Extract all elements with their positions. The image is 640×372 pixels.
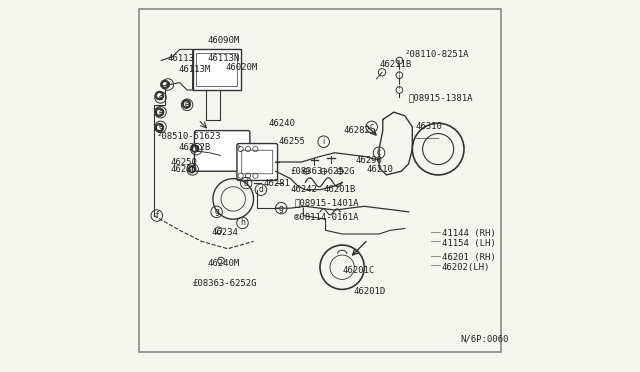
Text: 46310: 46310: [416, 122, 443, 131]
Text: ²08110-8251A: ²08110-8251A: [405, 51, 469, 60]
Text: 46210: 46210: [366, 165, 393, 174]
Text: d: d: [244, 179, 248, 187]
Text: 46362B: 46362B: [179, 143, 211, 152]
Text: 46113: 46113: [168, 54, 195, 63]
Text: 46240M: 46240M: [207, 259, 239, 268]
Text: f: f: [156, 211, 158, 220]
Text: £08363-6252G: £08363-6252G: [193, 279, 257, 288]
FancyBboxPatch shape: [195, 131, 250, 171]
Text: ²08510-51623: ²08510-51623: [157, 132, 221, 141]
Text: i: i: [323, 137, 325, 146]
Circle shape: [163, 82, 167, 87]
Circle shape: [188, 166, 196, 173]
Text: 46255: 46255: [278, 137, 305, 146]
Text: 46201B: 46201B: [324, 185, 356, 194]
Text: 41154 (LH): 41154 (LH): [442, 239, 495, 248]
Text: 46020M: 46020M: [226, 63, 258, 72]
Text: 46201D: 46201D: [353, 287, 385, 296]
Text: g: g: [279, 203, 284, 213]
Text: b: b: [194, 145, 199, 154]
Text: e: e: [166, 80, 170, 89]
Text: 46211B: 46211B: [379, 60, 412, 69]
Text: h: h: [240, 218, 245, 227]
Text: c: c: [370, 122, 374, 131]
Text: b: b: [190, 165, 195, 174]
Text: £08363-6252G: £08363-6252G: [291, 167, 355, 176]
Text: e: e: [185, 100, 189, 109]
Text: Ⓣ08915-1381A: Ⓣ08915-1381A: [408, 93, 473, 102]
Text: N/6P:0060: N/6P:0060: [460, 335, 509, 344]
Circle shape: [184, 102, 189, 106]
Text: 46234: 46234: [211, 228, 238, 237]
Text: c: c: [377, 148, 381, 157]
Text: 46113N: 46113N: [207, 54, 239, 63]
Circle shape: [155, 91, 164, 100]
Text: 46113M: 46113M: [179, 65, 211, 74]
Circle shape: [155, 123, 164, 132]
Text: g: g: [214, 207, 219, 217]
Circle shape: [157, 93, 162, 98]
Text: 46250: 46250: [170, 157, 197, 167]
Circle shape: [193, 147, 196, 151]
Text: e: e: [158, 93, 163, 102]
Text: 46201C: 46201C: [342, 266, 374, 275]
Text: ®08114-0161A: ®08114-0161A: [294, 213, 358, 222]
Circle shape: [182, 100, 191, 109]
Text: d: d: [259, 185, 264, 194]
Text: 46281: 46281: [264, 179, 291, 187]
Text: 46201 (RH): 46201 (RH): [442, 253, 495, 263]
Circle shape: [155, 108, 164, 116]
Text: 46290: 46290: [355, 155, 382, 165]
FancyBboxPatch shape: [237, 144, 278, 180]
Text: Ⓣ08915-1401A: Ⓣ08915-1401A: [294, 198, 358, 207]
Text: 46202(LH): 46202(LH): [442, 263, 490, 272]
FancyBboxPatch shape: [196, 53, 237, 86]
Text: 46280: 46280: [170, 165, 197, 174]
Text: 41144 (RH): 41144 (RH): [442, 230, 495, 238]
Text: 46240: 46240: [268, 119, 295, 128]
Circle shape: [191, 145, 198, 153]
Text: 46090M: 46090M: [207, 36, 239, 45]
Text: 46242: 46242: [291, 185, 317, 194]
Circle shape: [190, 167, 194, 171]
Text: e: e: [158, 108, 163, 117]
Circle shape: [161, 80, 170, 89]
Circle shape: [157, 125, 162, 130]
Text: e: e: [158, 122, 163, 131]
Text: 46282: 46282: [344, 126, 371, 135]
Circle shape: [157, 110, 162, 114]
FancyBboxPatch shape: [193, 49, 241, 90]
FancyBboxPatch shape: [242, 150, 273, 174]
